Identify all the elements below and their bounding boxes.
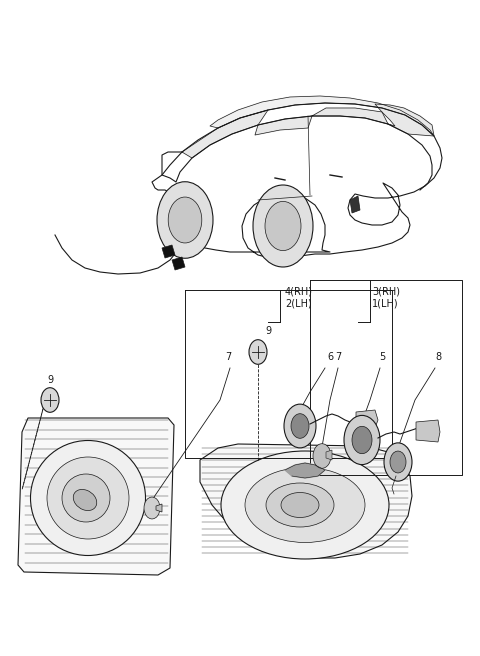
Polygon shape	[375, 104, 434, 136]
Circle shape	[384, 443, 412, 481]
Circle shape	[265, 201, 301, 251]
Circle shape	[352, 426, 372, 454]
Polygon shape	[356, 410, 378, 428]
Circle shape	[284, 404, 316, 448]
Text: 9: 9	[265, 326, 271, 336]
Polygon shape	[285, 463, 325, 478]
Ellipse shape	[245, 468, 365, 543]
Circle shape	[249, 340, 267, 364]
Polygon shape	[162, 245, 175, 258]
Circle shape	[390, 451, 406, 473]
Circle shape	[144, 497, 160, 519]
Circle shape	[157, 182, 213, 258]
Circle shape	[291, 414, 309, 438]
Text: 3(RH)
1(LH): 3(RH) 1(LH)	[372, 287, 400, 308]
Text: 7: 7	[335, 352, 341, 362]
Polygon shape	[312, 108, 388, 124]
Polygon shape	[18, 418, 174, 575]
Ellipse shape	[266, 483, 334, 527]
Ellipse shape	[221, 451, 389, 559]
Polygon shape	[255, 116, 312, 135]
Polygon shape	[182, 110, 268, 158]
Ellipse shape	[281, 493, 319, 518]
Text: 5: 5	[379, 352, 385, 362]
Polygon shape	[350, 196, 360, 213]
Polygon shape	[326, 450, 332, 460]
Text: 4(RH)
2(LH): 4(RH) 2(LH)	[285, 287, 313, 308]
Ellipse shape	[73, 489, 97, 510]
Ellipse shape	[62, 474, 110, 522]
Text: 9: 9	[47, 375, 53, 385]
Polygon shape	[156, 504, 162, 512]
Text: 7: 7	[225, 352, 231, 362]
Polygon shape	[416, 420, 440, 442]
Circle shape	[344, 415, 380, 464]
Polygon shape	[172, 257, 185, 270]
Ellipse shape	[47, 457, 129, 539]
Circle shape	[168, 197, 202, 243]
Text: 8: 8	[435, 352, 441, 362]
Circle shape	[253, 185, 313, 267]
Polygon shape	[200, 444, 412, 558]
Text: 6: 6	[327, 352, 333, 362]
Polygon shape	[210, 96, 434, 136]
Circle shape	[41, 388, 59, 413]
Circle shape	[313, 443, 331, 468]
Ellipse shape	[31, 440, 145, 556]
